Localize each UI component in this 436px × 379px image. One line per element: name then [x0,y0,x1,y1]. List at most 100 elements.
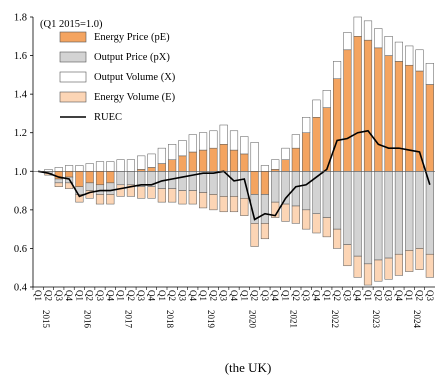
bar-output-volume-27 [312,99,321,118]
legend: Energy Price (pE) Output Price (pX) Output… [59,31,176,123]
bar-output-volume-19 [229,130,239,151]
bar-energy-volume-10 [137,186,146,199]
y-tick-label-1: 0.6 [14,244,27,255]
x-quarter-label-8: Q1 [116,290,126,301]
legend-label-1: Output Price (pX) [94,52,170,63]
bar-energy-price-26 [302,132,311,172]
bar-energy-price-35 [394,61,403,172]
bar-output-volume-22 [260,165,269,172]
bar-output-volume-20 [240,136,249,155]
x-year-label-2023: 2023 [371,310,381,329]
bar-output-volume-2 [54,167,63,172]
x-quarter-label-2: Q3 [54,290,64,301]
x-quarter-label-28: Q1 [322,290,332,301]
bar-output-price-14 [178,171,187,191]
bar-energy-volume-11 [147,186,156,199]
bar-output-volume-25 [291,134,300,149]
bar-energy-volume-8 [116,184,125,197]
bar-output-volume-9 [126,159,135,172]
bar-energy-price-34 [384,55,393,172]
bar-output-volume-21 [250,142,259,172]
bar-energy-volume-21 [250,223,259,247]
bar-output-price-29 [333,171,342,230]
legend-label-3: Energy Volume (E) [94,92,176,103]
bar-energy-volume-19 [229,196,239,213]
x-quarter-label-16: Q1 [198,290,208,301]
bar-energy-volume-9 [126,184,135,197]
bar-energy-price-33 [374,47,383,172]
bar-energy-price-21 [250,171,259,195]
x-quarter-label-3: Q4 [64,290,74,301]
bar-energy-volume-38 [425,253,434,278]
bar-energy-price-16 [199,149,208,172]
bar-energy-volume-33 [374,259,383,282]
bar-output-volume-33 [374,28,383,49]
bar-energy-price-13 [168,159,177,172]
x-quarter-label-13: Q2 [167,290,177,301]
bar-output-price-22 [260,194,269,224]
x-quarter-label-14: Q3 [177,290,187,301]
x-quarter-label-20: Q1 [239,290,249,301]
bar-energy-price-30 [343,49,352,172]
y-tick-label-4: 1.2 [14,128,27,139]
x-quarter-label-25: Q2 [291,290,301,301]
y-tick-label-2: 0.8 [14,205,27,216]
bar-energy-price-12 [157,163,166,172]
bar-energy-volume-12 [157,188,166,203]
x-quarter-label-33: Q2 [373,290,383,301]
x-quarter-label-22: Q3 [260,290,270,301]
x-year-label-2024: 2024 [412,310,422,329]
bar-output-price-35 [394,171,403,255]
bar-output-price-23 [271,171,280,203]
bar-output-volume-31 [353,16,362,37]
x-year-label-2015: 2015 [41,310,51,329]
x-quarter-label-6: Q3 [95,290,105,301]
bar-output-price-33 [374,171,383,261]
x-quarter-label-38: Q3 [425,290,435,301]
bar-energy-price-4 [75,171,84,187]
bar-energy-price-36 [405,64,414,172]
x-quarter-label-11: Q4 [147,290,157,301]
bar-output-volume-7 [106,161,115,172]
ruec-line [38,129,431,221]
bar-energy-price-7 [106,171,115,184]
bars-layer [44,16,434,286]
bar-output-volume-29 [333,61,342,79]
bar-output-price-30 [343,171,352,245]
x-quarter-label-34: Q3 [384,290,394,301]
bar-output-volume-12 [157,147,166,164]
bar-output-price-9 [126,171,135,186]
x-quarter-label-10: Q3 [136,290,146,301]
bar-output-volume-11 [147,153,156,168]
bar-energy-volume-24 [281,203,290,222]
x-quarter-label-32: Q1 [363,290,373,301]
bar-energy-volume-16 [199,192,208,209]
x-quarter-label-1: Q2 [43,290,53,301]
bar-energy-volume-28 [322,217,331,238]
bar-energy-volume-35 [394,253,403,276]
bar-output-volume-37 [415,49,424,72]
bar-output-volume-24 [281,147,290,160]
legend-label-0: Energy Price (pE) [94,32,170,43]
x-quarter-label-35: Q4 [394,290,404,301]
bar-energy-volume-25 [291,205,300,224]
x-quarter-label-19: Q4 [229,290,239,301]
bar-energy-price-15 [188,151,197,172]
bar-energy-price-25 [291,147,300,172]
bar-energy-price-11 [147,167,156,172]
bar-output-volume-18 [219,124,228,145]
bar-output-price-8 [116,171,125,186]
bar-output-price-17 [209,171,218,195]
x-year-label-2017: 2017 [124,310,134,329]
bar-output-volume-35 [394,41,403,62]
bar-energy-volume-34 [384,257,393,280]
legend-swatch-0 [59,31,87,43]
bar-energy-volume-4 [75,194,84,203]
bar-energy-price-18 [219,144,228,172]
x-quarter-label-5: Q2 [85,290,95,301]
bar-output-volume-30 [343,32,352,51]
bar-output-price-36 [405,171,414,251]
bar-energy-volume-2 [54,182,63,187]
